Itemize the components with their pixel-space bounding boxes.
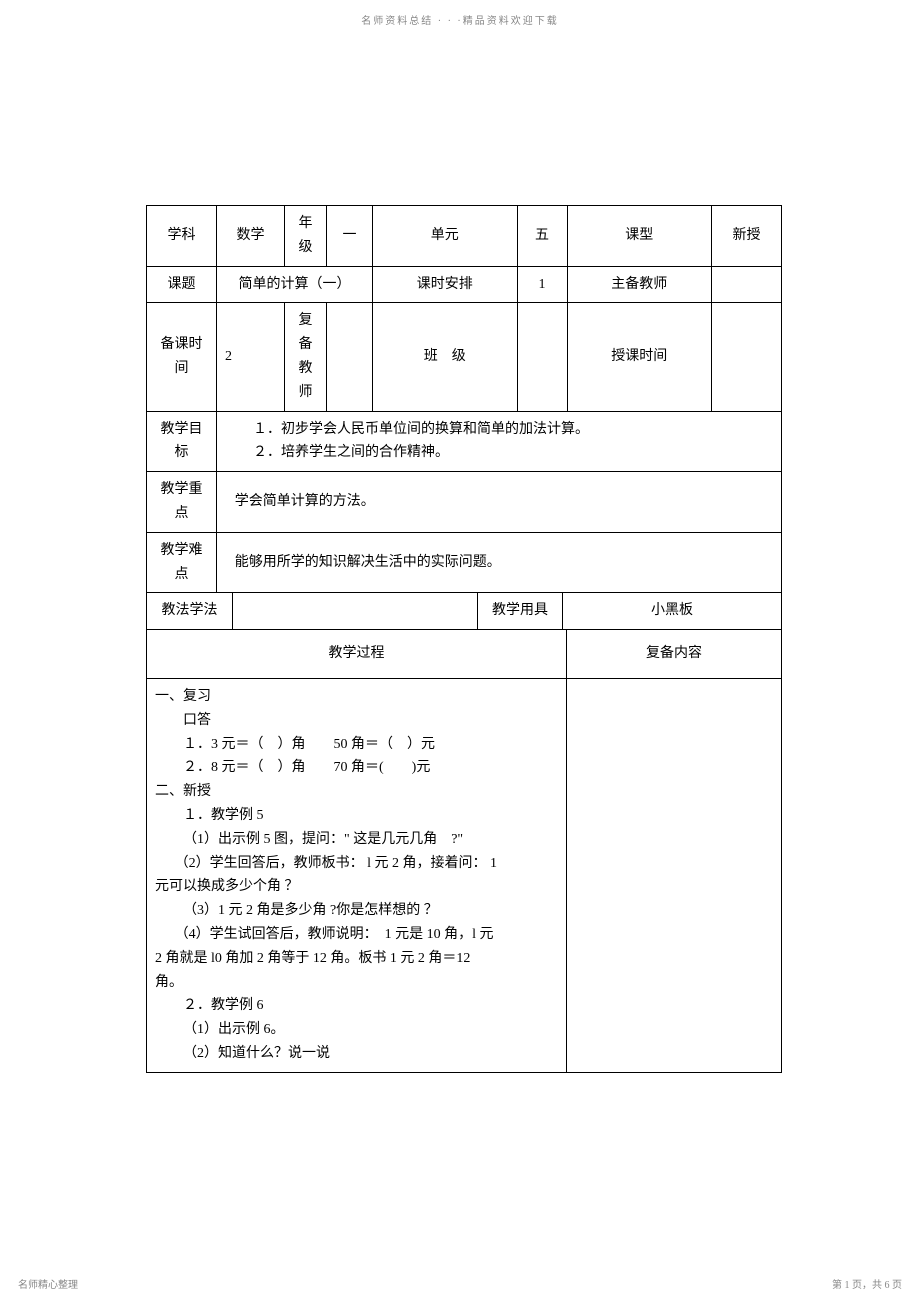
teacher-label: 主备教师 — [567, 266, 712, 303]
grade-label: 年级 — [285, 206, 327, 267]
table-row: 教法学法 教学用具 小黑板 — [147, 593, 782, 629]
tool-value: 小黑板 — [563, 593, 782, 629]
content-line: （1）出示例 6。 — [155, 1018, 558, 1042]
tool-label: 教学用具 — [478, 593, 563, 629]
table-row: 一、复习 口答 １．3 元＝（ ）角 50 角＝（ ）元 ２．8 元＝（ ）角 … — [147, 678, 782, 1072]
unit-value: 五 — [517, 206, 567, 267]
subject-value: 数学 — [217, 206, 285, 267]
method-label: 教法学法 — [147, 593, 233, 629]
goal-label: 教学目标 — [147, 411, 217, 472]
content-line: 元可以换成多少个角 ？ — [155, 875, 558, 899]
diff-value: 能够用所学的知识解决生活中的实际问题。 — [217, 532, 782, 593]
content-line: ２．8 元＝（ ）角 70 角＝( )元 — [155, 756, 558, 780]
content-line: （3）1 元 2 角是多少角 ?你是怎样想的 ？ — [155, 899, 558, 923]
schedule-label: 课时安排 — [373, 266, 518, 303]
title-label: 课题 — [147, 266, 217, 303]
teachtime-label: 授课时间 — [567, 303, 712, 411]
content-line: 口答 — [155, 709, 558, 733]
process-label: 教学过程 — [147, 630, 567, 678]
lesson-plan-table: 学科 数学 年级 一 单元 五 课型 新授 课题 简单的计算（一） 课时安排 1… — [146, 205, 782, 1073]
preptime-label: 备课时间 — [147, 303, 217, 411]
page-footer-left: 名师精心整理 — [18, 1276, 78, 1291]
type-label: 课型 — [567, 206, 712, 267]
method-value — [233, 593, 478, 629]
method-table: 教法学法 教学用具 小黑板 — [146, 593, 782, 630]
reviewer-value — [327, 303, 373, 411]
goal-text-2: ２．培养学生之间的合作精神。 — [253, 445, 449, 460]
subject-label: 学科 — [147, 206, 217, 267]
table-row: 教学难点 能够用所学的知识解决生活中的实际问题。 — [147, 532, 782, 593]
process-content: 一、复习 口答 １．3 元＝（ ）角 50 角＝（ ）元 ２．8 元＝（ ）角 … — [147, 678, 567, 1072]
keypoint-label: 教学重点 — [147, 472, 217, 533]
content-line: （2）学生回答后，教师板书： l 元 2 角，接着问： 1 — [155, 852, 558, 876]
content-line: 2 角就是 l0 角加 2 角等于 12 角。板书 1 元 2 角＝12 — [155, 947, 558, 971]
reviewer-label: 复备教师 — [285, 303, 327, 411]
keypoint-value: 学会简单计算的方法。 — [217, 472, 782, 533]
type-value: 新授 — [712, 206, 782, 267]
grade-value: 一 — [327, 206, 373, 267]
content-line: 二、新授 — [155, 780, 558, 804]
process-table: 教学过程 复备内容 一、复习 口答 １．3 元＝（ ）角 50 角＝（ ）元 ２… — [146, 630, 782, 1073]
table-row: 教学过程 复备内容 — [147, 630, 782, 678]
content-line: 角。 — [155, 971, 558, 995]
goal-value: １．初步学会人民币单位间的换算和简单的加法计算。 ２．培养学生之间的合作精神。 — [217, 411, 782, 472]
content-line: （4）学生试回答后，教师说明： 1 元是 10 角，l 元 — [155, 923, 558, 947]
teacher-value — [712, 266, 782, 303]
unit-label: 单元 — [373, 206, 518, 267]
content-line: （1）出示例 5 图，提问：" 这是几元几角 ?" — [155, 828, 558, 852]
page-header: 名师资料总结 · · ·精品资料欢迎下载 — [361, 12, 559, 27]
content-line: １．3 元＝（ ）角 50 角＝（ ）元 — [155, 733, 558, 757]
content-line: 一、复习 — [155, 685, 558, 709]
teachtime-value — [712, 303, 782, 411]
title-value: 简单的计算（一） — [217, 266, 373, 303]
class-value — [517, 303, 567, 411]
info-table: 学科 数学 年级 一 单元 五 课型 新授 课题 简单的计算（一） 课时安排 1… — [146, 205, 782, 593]
review-content — [567, 678, 782, 1072]
table-row: 课题 简单的计算（一） 课时安排 1 主备教师 — [147, 266, 782, 303]
table-row: 教学目标 １．初步学会人民币单位间的换算和简单的加法计算。 ２．培养学生之间的合… — [147, 411, 782, 472]
preptime-value: 2 — [217, 303, 285, 411]
content-line: （2）知道什么？说一说 — [155, 1042, 558, 1066]
goal-text-1: １．初步学会人民币单位间的换算和简单的加法计算。 — [253, 422, 589, 437]
table-row: 教学重点 学会简单计算的方法。 — [147, 472, 782, 533]
page-footer-right: 第 1 页，共 6 页 — [832, 1276, 902, 1291]
schedule-value: 1 — [517, 266, 567, 303]
content-line: ２．教学例 6 — [155, 994, 558, 1018]
content-line: １．教学例 5 — [155, 804, 558, 828]
table-row: 备课时间 2 复备教师 班 级 授课时间 — [147, 303, 782, 411]
class-label: 班 级 — [373, 303, 518, 411]
table-row: 学科 数学 年级 一 单元 五 课型 新授 — [147, 206, 782, 267]
diff-label: 教学难点 — [147, 532, 217, 593]
review-label: 复备内容 — [567, 630, 782, 678]
